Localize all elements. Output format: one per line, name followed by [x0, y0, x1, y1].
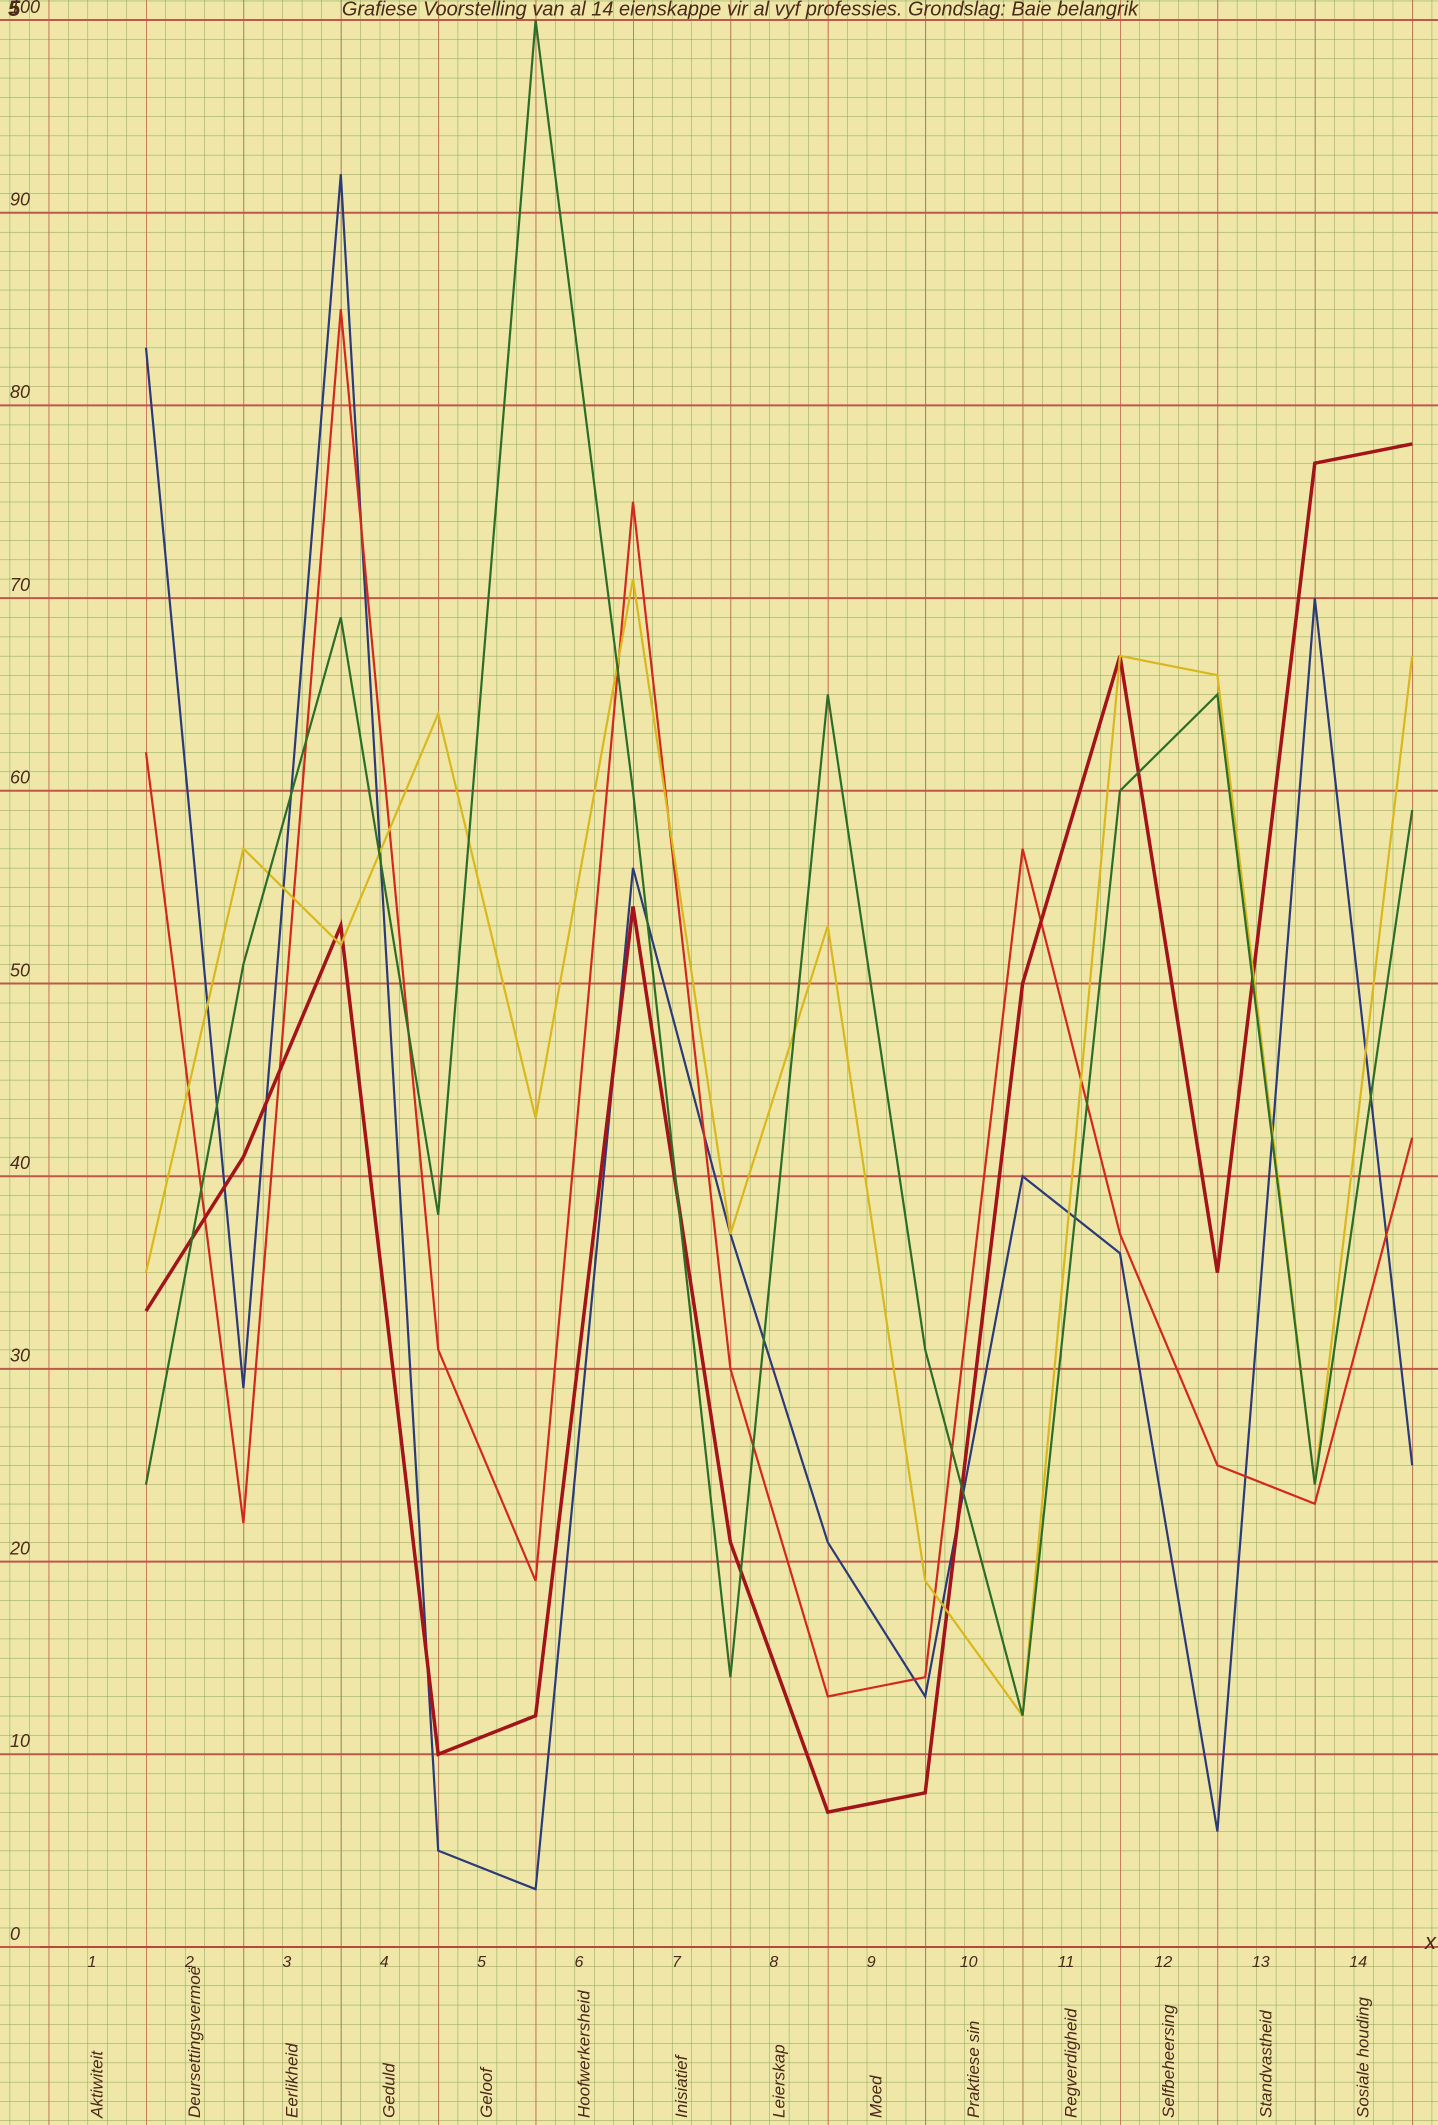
x-tick-label: Inisiatief [672, 2053, 691, 2118]
series-line [144, 308, 1414, 1698]
y-tick-label: 70 [10, 575, 30, 595]
y-tick-label: 60 [10, 768, 30, 788]
series-line [144, 578, 1414, 1719]
y-tick-label: 20 [9, 1538, 30, 1558]
x-tick-label: Standvastheid [1256, 2010, 1275, 2118]
series-line [144, 442, 1413, 1815]
x-tick-label: Aktiwiteit [87, 2050, 106, 2119]
x-axis-label: x [1424, 1929, 1437, 1954]
category-number: 5 [477, 1954, 486, 1971]
y-tick-label: 30 [10, 1346, 30, 1366]
x-tick-label: Selfbeheersing [1159, 2004, 1178, 2118]
x-tick-label: Eerlikheid [282, 2043, 301, 2118]
category-number: 14 [1349, 1954, 1367, 1971]
y-tick-label: 100 [10, 0, 40, 17]
category-number: 2 [184, 1954, 194, 1971]
category-number: 8 [769, 1954, 778, 1971]
category-number: 11 [1058, 1954, 1075, 1971]
series-line [144, 174, 1414, 1891]
category-number: 3 [282, 1954, 291, 1971]
y-tick-label: 50 [10, 960, 30, 980]
x-tick-label: Geloof [477, 2066, 496, 2118]
category-number: 1 [88, 1954, 97, 1971]
category-number: 4 [380, 1954, 389, 1971]
x-tick-label: Sosiale houding [1354, 1996, 1373, 2118]
x-tick-label: Praktiese sin [964, 2021, 983, 2118]
x-tick-label: Deursettingsvermoë [185, 1966, 204, 2118]
category-number: 7 [672, 1954, 682, 1971]
category-number: 6 [575, 1954, 584, 1971]
y-tick-label: 80 [10, 382, 30, 402]
series-line [144, 19, 1414, 1717]
category-number: 10 [960, 1954, 978, 1971]
category-number: 13 [1252, 1954, 1270, 1971]
x-tick-label: Moed [867, 2075, 886, 2118]
x-tick-label: Regverdigheid [1061, 2008, 1080, 2118]
chart-title: Grafiese Voorstelling van al 14 eienskap… [342, 0, 1139, 20]
x-tick-label: Leierskap [769, 2044, 788, 2118]
y-tick-label: 90 [10, 189, 30, 209]
figure-number: 5 [8, 0, 21, 21]
y-tick-label: 40 [10, 1153, 30, 1173]
category-number: 12 [1155, 1954, 1173, 1971]
category-number: 9 [867, 1954, 876, 1971]
y-tick-label: 10 [10, 1731, 30, 1751]
x-tick-label: Geduld [380, 2063, 399, 2118]
x-tick-label: Hoofwerkersheid [574, 1990, 593, 2118]
y-tick-label: 0 [10, 1924, 20, 1944]
